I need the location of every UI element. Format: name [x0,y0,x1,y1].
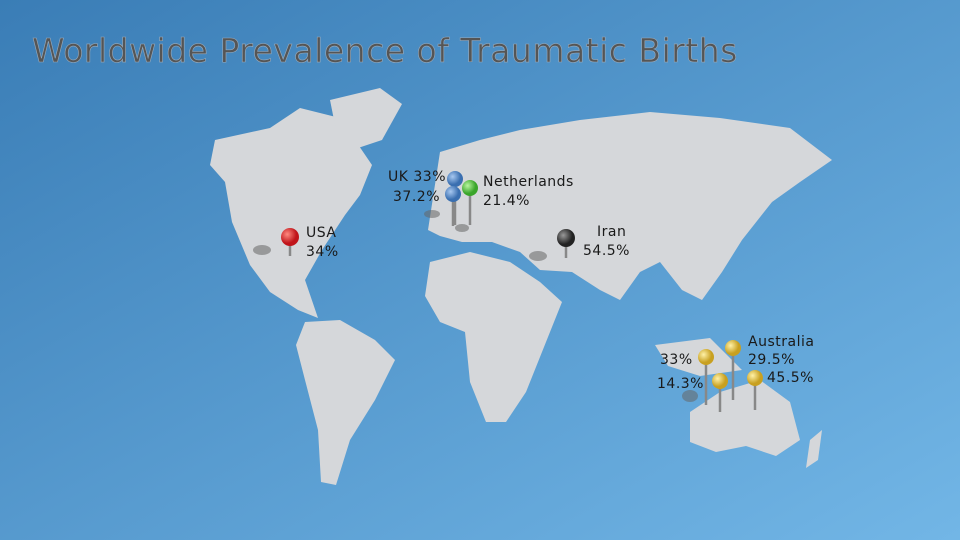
pin-label: 21.4% [483,193,530,209]
pin-label: 45.5% [767,370,814,386]
pin-label: 54.5% [583,243,630,259]
pin-label: 37.2% [393,189,440,205]
pin-label: 14.3% [657,376,704,392]
pins [253,171,763,412]
pin-label: USA [306,225,336,241]
pin-label: Iran [597,224,626,240]
pin-label: UK 33% [388,169,446,185]
pin-label: Australia [748,334,814,350]
pin-label: 33% [660,352,693,368]
pin-label: 29.5% [748,352,795,368]
world-map [210,88,832,485]
pin-label: Netherlands [483,174,574,190]
pin-label: 34% [306,244,339,260]
title: Worldwide Prevalence of Traumatic Births [32,31,738,70]
